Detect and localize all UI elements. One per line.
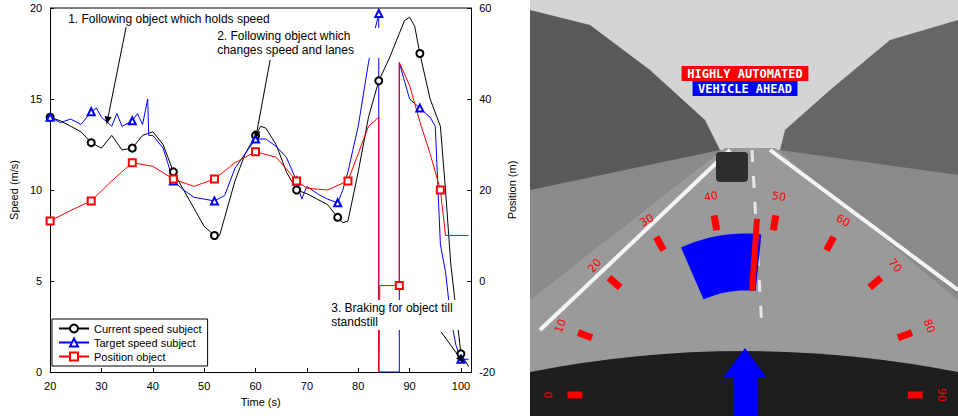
svg-text:VEHICLE AHEAD: VEHICLE AHEAD	[698, 82, 792, 96]
svg-text:0: 0	[542, 392, 555, 399]
svg-text:20: 20	[479, 184, 491, 196]
svg-text:10: 10	[30, 184, 42, 196]
svg-text:30: 30	[95, 380, 107, 392]
svg-text:100: 100	[452, 380, 470, 392]
svg-text:2. Following object which: 2. Following object which	[217, 29, 354, 43]
svg-text:60: 60	[479, 2, 491, 14]
svg-text:40: 40	[479, 93, 491, 105]
svg-text:10: 10	[552, 317, 569, 335]
svg-text:0: 0	[479, 275, 485, 287]
svg-text:60: 60	[249, 380, 261, 392]
svg-text:60: 60	[834, 211, 853, 229]
svg-text:1. Following object which hold: 1. Following object which holds speed	[68, 12, 269, 26]
svg-text:70: 70	[301, 380, 313, 392]
svg-text:40: 40	[703, 189, 719, 204]
svg-text:Current speed subject: Current speed subject	[94, 323, 202, 335]
svg-text:50: 50	[198, 380, 210, 392]
svg-text:90: 90	[403, 380, 415, 392]
svg-text:15: 15	[30, 93, 42, 105]
svg-text:standstill: standstill	[331, 315, 378, 329]
svg-text:20: 20	[30, 2, 42, 14]
svg-text:0: 0	[36, 366, 42, 378]
svg-text:Speed (m/s): Speed (m/s)	[8, 160, 20, 220]
svg-text:Position (m): Position (m)	[506, 161, 518, 220]
svg-text:80: 80	[921, 317, 938, 335]
svg-text:Position object: Position object	[94, 351, 166, 363]
svg-text:HIGHLY AUTOMATED: HIGHLY AUTOMATED	[687, 67, 803, 81]
svg-text:20: 20	[585, 256, 604, 275]
svg-text:Time (s): Time (s)	[241, 396, 281, 408]
svg-text:70: 70	[886, 256, 905, 275]
svg-text:20: 20	[44, 380, 56, 392]
svg-text:30: 30	[638, 211, 657, 229]
svg-text:50: 50	[771, 189, 787, 204]
svg-text:40: 40	[147, 380, 159, 392]
svg-text:-20: -20	[479, 366, 495, 378]
svg-text:5: 5	[36, 275, 42, 287]
svg-text:3. Braking for object till: 3. Braking for object till	[331, 301, 456, 315]
svg-text:Target speed subject: Target speed subject	[94, 337, 196, 349]
svg-text:changes speed and lanes: changes speed and lanes	[217, 43, 354, 57]
svg-text:80: 80	[352, 380, 364, 392]
svg-text:90: 90	[935, 388, 948, 402]
